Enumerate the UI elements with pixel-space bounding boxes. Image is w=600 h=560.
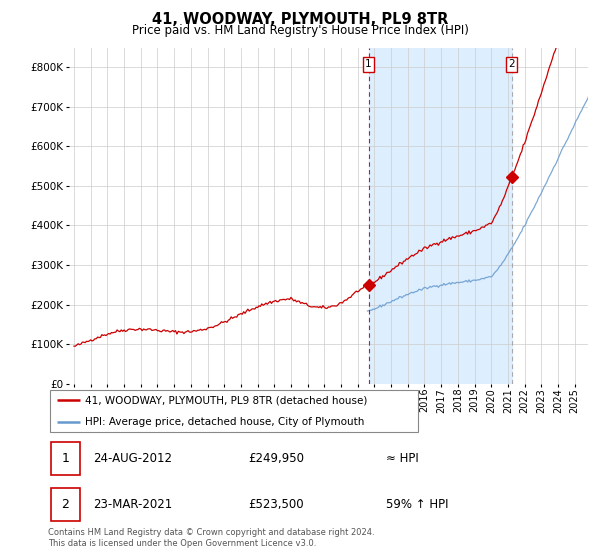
Text: £249,950: £249,950	[248, 452, 305, 465]
FancyBboxPatch shape	[50, 442, 80, 475]
Text: 59% ↑ HPI: 59% ↑ HPI	[386, 498, 448, 511]
Text: 1: 1	[61, 452, 69, 465]
Text: 41, WOODWAY, PLYMOUTH, PL9 8TR (detached house): 41, WOODWAY, PLYMOUTH, PL9 8TR (detached…	[85, 395, 368, 405]
Text: ≈ HPI: ≈ HPI	[386, 452, 419, 465]
Bar	[368, 48, 512, 384]
Text: Contains HM Land Registry data © Crown copyright and database right 2024.
This d: Contains HM Land Registry data © Crown c…	[48, 528, 374, 548]
Text: HPI: Average price, detached house, City of Plymouth: HPI: Average price, detached house, City…	[85, 417, 365, 427]
Text: 23-MAR-2021: 23-MAR-2021	[93, 498, 172, 511]
Text: 1: 1	[365, 59, 372, 69]
FancyBboxPatch shape	[50, 488, 80, 521]
Text: 2: 2	[508, 59, 515, 69]
Text: Price paid vs. HM Land Registry's House Price Index (HPI): Price paid vs. HM Land Registry's House …	[131, 24, 469, 37]
FancyBboxPatch shape	[50, 390, 418, 432]
Text: 2: 2	[61, 498, 69, 511]
Text: £523,500: £523,500	[248, 498, 304, 511]
Text: 41, WOODWAY, PLYMOUTH, PL9 8TR: 41, WOODWAY, PLYMOUTH, PL9 8TR	[152, 12, 448, 27]
Text: 24-AUG-2012: 24-AUG-2012	[93, 452, 172, 465]
